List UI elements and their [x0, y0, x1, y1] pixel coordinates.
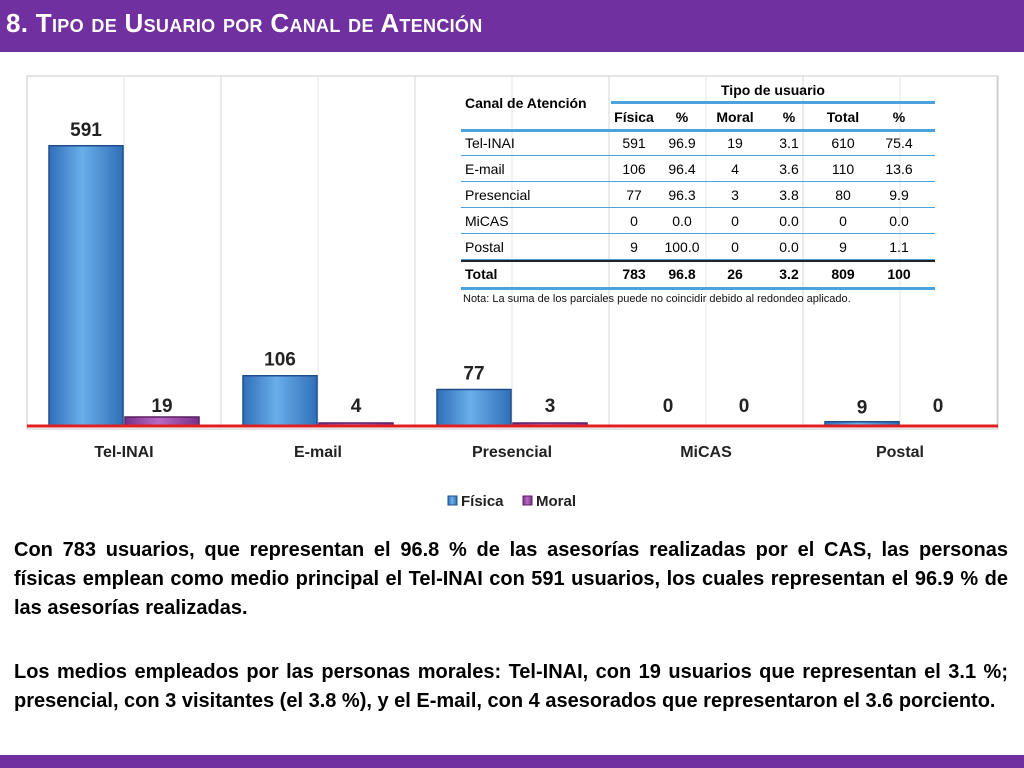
table-cell: 96.4 [668, 161, 696, 177]
table-cell: 0.0 [779, 213, 799, 229]
value-label-moral-e-mail: 4 [351, 396, 362, 417]
legend-swatch-moral [522, 495, 533, 506]
table-cell: 106 [622, 161, 646, 177]
table-cell: 80 [835, 187, 851, 203]
table-subheader: % [782, 109, 796, 125]
table-cell: 4 [731, 161, 739, 177]
value-label-moral-presencial: 3 [545, 396, 556, 417]
table-cell: 0 [731, 213, 739, 229]
table-cell-channel: MiCAS [465, 213, 509, 229]
table-row: MiCAS 0 0.0 0 0.0 0 0.0 [461, 208, 935, 234]
paragraph-fisica: Con 783 usuarios, que representan el 96.… [14, 539, 1008, 619]
value-label-fisica-tel-inai: 591 [70, 120, 102, 141]
value-label-fisica-e-mail: 106 [264, 350, 296, 371]
table-cell: 13.6 [885, 161, 913, 177]
table-cell: 3.2 [779, 266, 799, 282]
table-cell: 610 [831, 135, 855, 151]
table-cell: 9 [839, 239, 847, 255]
value-label-moral-tel-inai: 19 [151, 396, 172, 417]
legend-label-moral: Moral [536, 493, 576, 510]
table-header-channel: Canal de Atención [465, 95, 587, 111]
table-cell: 77 [626, 187, 642, 203]
table-cell: 783 [622, 266, 646, 282]
category-label-tel-inai: Tel-INAI [94, 444, 153, 461]
bar-fisica-e-mail [242, 374, 318, 427]
legend-swatch-fisica [447, 495, 458, 506]
value-label-fisica-postal: 9 [857, 398, 868, 419]
table-note: Nota: La suma de los parciales puede no … [463, 293, 851, 305]
table-cell-channel: Postal [465, 239, 504, 255]
footer-bar [0, 755, 1024, 768]
table-row-total: Total 783 96.8 26 3.2 809 100 [461, 261, 935, 287]
table-header-group: Tipo de usuario [721, 82, 825, 98]
table-cell: 3 [731, 187, 739, 203]
table-cell: 96.8 [668, 266, 696, 282]
table-row: Presencial 77 96.3 3 3.8 80 9.9 [461, 182, 935, 208]
table-cell-channel: Tel-INAI [465, 135, 515, 151]
table-cell: 9.9 [889, 187, 909, 203]
table-cell: 0.0 [889, 213, 909, 229]
legend-label-fisica: Física [461, 493, 504, 510]
table-row-rule [461, 233, 935, 234]
table-cell: 0 [731, 239, 739, 255]
bar-fisica-presencial [436, 388, 512, 427]
table-cell: 96.9 [668, 135, 696, 151]
table-rule [461, 129, 935, 132]
slide-title: 8. Tipo de Usuario por Canal de Atención [6, 8, 483, 38]
category-label-postal: Postal [876, 444, 924, 461]
table-cell: 3.8 [779, 187, 799, 203]
table-rule [461, 287, 935, 290]
value-label-moral-micas: 0 [739, 396, 750, 417]
bars-group [48, 145, 900, 427]
table-cell: 9 [630, 239, 638, 255]
category-label-presencial: Presencial [472, 444, 552, 461]
table-cell: 110 [831, 161, 855, 177]
table-cell: 96.3 [668, 187, 696, 203]
table-row-rule [461, 155, 935, 156]
table-row-rule [461, 259, 935, 260]
table-cell: 19 [727, 135, 743, 151]
table-cell: 100 [887, 266, 911, 282]
table-cell-channel: E-mail [465, 161, 505, 177]
table-cell: 100.0 [664, 239, 700, 255]
table-subheader: Moral [716, 109, 754, 125]
table-row: Tel-INAI 591 96.9 19 3.1 610 75.4 [461, 130, 935, 156]
title-bar: 8. Tipo de Usuario por Canal de Atención [0, 0, 1024, 52]
category-label-micas: MiCAS [680, 444, 732, 461]
table-row-rule [461, 181, 935, 182]
value-label-fisica-micas: 0 [663, 396, 674, 417]
value-label-fisica-presencial: 77 [463, 363, 484, 384]
legend: Física Moral [447, 493, 576, 510]
table-total-rule [461, 260, 935, 262]
table-cell: 809 [831, 266, 855, 282]
table-cell-channel: Total [465, 266, 498, 282]
table-rule [611, 101, 935, 104]
category-label-e-mail: E-mail [294, 444, 342, 461]
table-cell: 1.1 [889, 239, 909, 255]
paragraph-moral: Los medios empleados por las personas mo… [14, 661, 1008, 712]
table-subheader: Total [826, 109, 860, 125]
table-cell: 0.0 [779, 239, 799, 255]
table-row: Postal 9 100.0 0 0.0 9 1.1 [461, 234, 935, 260]
table-cell: 3.1 [779, 135, 799, 151]
table-cell: 0.0 [672, 213, 692, 229]
value-label-moral-postal: 0 [933, 396, 944, 417]
table-subheader: Física [614, 109, 654, 125]
table-row: E-mail 106 96.4 4 3.6 110 13.6 [461, 156, 935, 182]
table-row-rule [461, 207, 935, 208]
table-cell: 0 [630, 213, 638, 229]
bar-fisica-tel-inai [48, 145, 124, 427]
table-cell: 75.4 [885, 135, 913, 151]
table-subheader: % [675, 109, 689, 125]
table-cell: 591 [622, 135, 646, 151]
category-dividers [123, 76, 998, 426]
table-cell: 3.6 [779, 161, 799, 177]
table-cell-channel: Presencial [465, 187, 531, 203]
table-cell: 26 [727, 266, 743, 282]
table-cell: 0 [839, 213, 847, 229]
table-subheader: % [892, 109, 906, 125]
